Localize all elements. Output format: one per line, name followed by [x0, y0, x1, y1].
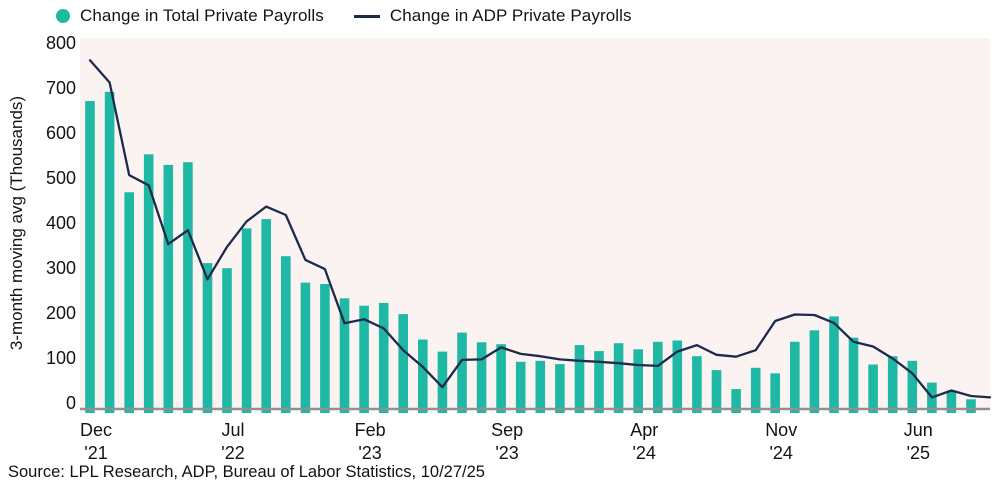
legend-item-adp-payrolls: Change in ADP Private Payrolls — [353, 6, 632, 26]
bar-total-private-payrolls — [515, 361, 526, 413]
x-axis-tick-month: Sep — [491, 420, 523, 440]
bar-total-private-payrolls — [85, 101, 95, 413]
bar-total-private-payrolls — [241, 228, 252, 413]
legend-label-total-payrolls: Change in Total Private Payrolls — [80, 6, 324, 25]
bar-total-private-payrolls — [907, 360, 918, 413]
x-axis-tick-month: Apr — [630, 420, 658, 440]
adp-line — [88, 59, 992, 399]
y-axis-title: 3-month moving avg (Thousands) — [7, 95, 26, 351]
bar-total-private-payrolls — [574, 345, 585, 413]
bar-total-private-payrolls — [790, 341, 800, 413]
legend: Change in Total Private Payrolls Change … — [56, 6, 632, 26]
bar-total-private-payrolls — [848, 337, 859, 413]
bar-total-private-payrolls — [809, 330, 820, 413]
bar-total-private-payrolls — [770, 373, 780, 413]
y-axis-tick-label: 0 — [66, 393, 76, 413]
x-axis-tick-month: Jul — [221, 420, 244, 440]
y-axis-tick-label: 300 — [46, 258, 76, 278]
x-axis-tick-month: Jun — [904, 420, 933, 440]
bar-total-private-payrolls — [653, 341, 663, 413]
x-axis-tick-year: '24 — [769, 443, 792, 463]
x-axis-tick-month: Nov — [765, 420, 797, 440]
bar-total-private-payrolls — [143, 154, 154, 414]
bar-total-private-payrolls — [594, 351, 604, 413]
y-axis-tick-label: 200 — [46, 303, 76, 323]
x-axis-tick-year: '23 — [495, 443, 518, 463]
bar-total-private-payrolls — [555, 364, 565, 413]
bar-total-private-payrolls — [672, 340, 683, 413]
source-note: Source: LPL Research, ADP, Bureau of Lab… — [8, 463, 485, 481]
bar-total-private-payrolls — [261, 219, 271, 413]
bar-total-private-payrolls — [300, 282, 311, 413]
x-axis-tick-year: '25 — [907, 443, 930, 463]
bar-total-private-payrolls — [887, 356, 898, 413]
bar-total-private-payrolls — [398, 314, 408, 413]
x-axis-tick-year: '23 — [358, 443, 381, 463]
bar-total-private-payrolls — [633, 349, 643, 413]
bar-total-private-payrolls — [437, 351, 448, 413]
bar-total-private-payrolls — [281, 256, 291, 413]
bar-total-private-payrolls — [613, 343, 624, 413]
bar-total-private-payrolls — [692, 356, 702, 413]
x-axis-tick-year: '22 — [221, 443, 244, 463]
y-axis-tick-label: 400 — [46, 213, 76, 233]
bar-total-private-payrolls — [750, 367, 761, 413]
bar-total-private-payrolls — [124, 192, 134, 413]
bar-total-private-payrolls — [320, 284, 330, 413]
legend-label-adp-payrolls: Change in ADP Private Payrolls — [389, 6, 632, 25]
bar-total-private-payrolls — [476, 342, 487, 413]
bar-total-private-payrolls — [535, 360, 546, 413]
x-axis-tick-month: Feb — [355, 420, 386, 440]
bar-total-private-payrolls — [339, 298, 350, 413]
bar-total-private-payrolls — [946, 390, 957, 413]
y-axis-tick-label: 600 — [46, 123, 76, 143]
y-axis-tick-label: 500 — [46, 168, 76, 188]
bar-total-private-payrolls — [222, 268, 232, 413]
bar-total-private-payrolls — [378, 302, 389, 413]
y-axis-tick-label: 100 — [46, 348, 76, 368]
bar-total-private-payrolls — [711, 370, 722, 413]
legend-dot-icon — [56, 9, 70, 23]
bar-total-private-payrolls — [457, 332, 467, 413]
y-axis-tick-label: 800 — [46, 33, 76, 53]
bar-total-private-payrolls — [202, 263, 213, 413]
bar-total-private-payrolls — [104, 91, 115, 414]
bar-total-private-payrolls — [829, 316, 839, 413]
bar-total-private-payrolls — [183, 162, 193, 413]
legend-item-total-payrolls: Change in Total Private Payrolls — [56, 6, 324, 26]
bar-total-private-payrolls — [418, 339, 428, 413]
bar-total-private-payrolls — [359, 305, 369, 413]
bar-total-private-payrolls — [163, 164, 174, 413]
x-axis-tick-year: '24 — [632, 443, 655, 463]
chart-plot: 0 100 200 300 400 500 600 700 800 Dec '21 Jul '22 Feb… — [46, 33, 992, 463]
x-axis-tick-year: '21 — [84, 443, 107, 463]
bar-total-private-payrolls — [966, 399, 976, 413]
bar-total-private-payrolls — [868, 364, 878, 413]
y-axis-tick-label: 700 — [46, 78, 76, 98]
legend-line-icon — [353, 14, 380, 18]
bar-total-private-payrolls — [731, 389, 741, 413]
x-axis-tick-month: Dec — [80, 420, 112, 440]
bar-total-private-payrolls — [496, 344, 506, 413]
